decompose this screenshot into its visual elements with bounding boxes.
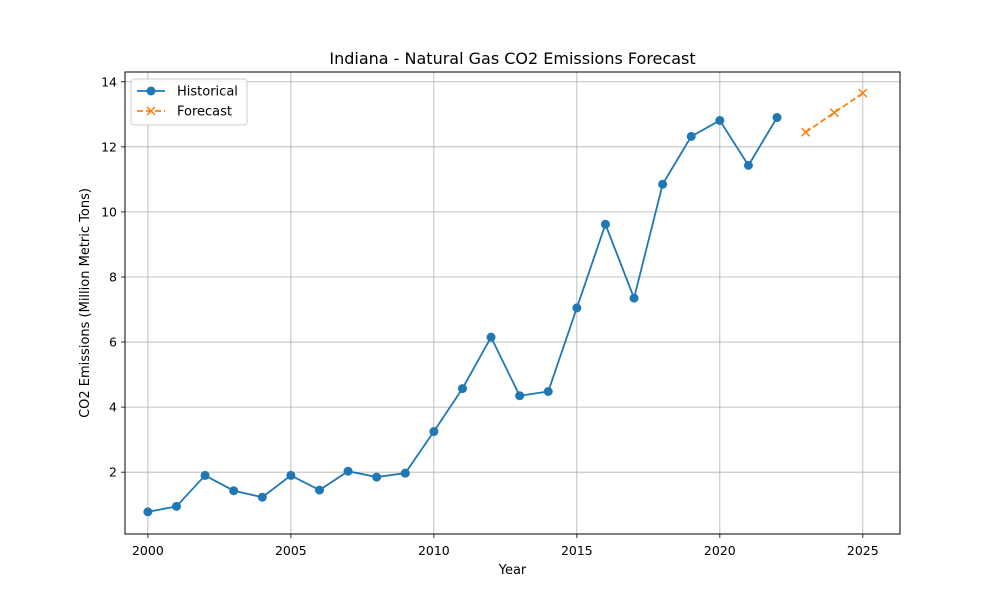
x-tick-label: 2015 [561, 543, 593, 558]
x-tick-label: 2020 [704, 543, 736, 558]
y-axis-label: CO2 Emissions (Million Metric Tons) [78, 188, 93, 418]
chart-title: Indiana - Natural Gas CO2 Emissions Fore… [329, 49, 695, 68]
historical-point [600, 219, 610, 229]
grid [125, 72, 900, 534]
legend-forecast-label: Forecast [177, 105, 232, 120]
historical-point [715, 115, 725, 125]
legend-historical-label: Historical [177, 85, 238, 100]
series-layer [143, 88, 868, 517]
historical-point [372, 472, 382, 482]
x-tick-label: 2010 [418, 543, 450, 558]
historical-point [743, 160, 753, 170]
forecast-series-line [805, 92, 864, 133]
historical-point [286, 470, 296, 480]
historical-point [486, 332, 496, 342]
historical-point [229, 486, 239, 496]
legend-forecast-marker [146, 106, 156, 116]
forecast-point [858, 88, 868, 98]
historical-point [200, 470, 210, 480]
historical-point [429, 427, 439, 437]
forecast-point [801, 127, 811, 137]
historical-point [457, 384, 467, 394]
plot-frame [124, 71, 901, 535]
y-tick-label: 2 [109, 465, 117, 480]
y-tick-label: 4 [109, 400, 117, 415]
historical-point [543, 386, 553, 396]
historical-point [400, 468, 410, 478]
y-tick-label: 8 [109, 269, 117, 284]
historical-point [515, 391, 525, 401]
x-tick-label: 2005 [275, 543, 307, 558]
forecast-point [829, 108, 839, 118]
legend-historical-marker [146, 86, 156, 96]
historical-point [143, 507, 153, 517]
historical-point [257, 492, 267, 502]
historical-point [686, 131, 696, 141]
legend: Historical Forecast [130, 78, 248, 126]
historical-point [629, 293, 639, 303]
historical-point [658, 179, 668, 189]
y-tick-label: 12 [101, 139, 117, 154]
y-tick-label: 6 [109, 335, 117, 350]
x-tick-label: 2025 [847, 543, 879, 558]
historical-point [314, 485, 324, 495]
x-axis-label: Year [498, 563, 527, 578]
x-tick-label: 2000 [132, 543, 164, 558]
y-tick-label: 10 [101, 204, 117, 219]
historical-point [572, 303, 582, 313]
y-tick-label: 14 [101, 74, 117, 89]
historical-point [772, 113, 782, 123]
ticks: 2000 2005 2010 2015 2020 2025 2 4 6 8 10 12 14 [101, 74, 879, 558]
historical-point [171, 501, 181, 511]
historical-point [343, 466, 353, 476]
